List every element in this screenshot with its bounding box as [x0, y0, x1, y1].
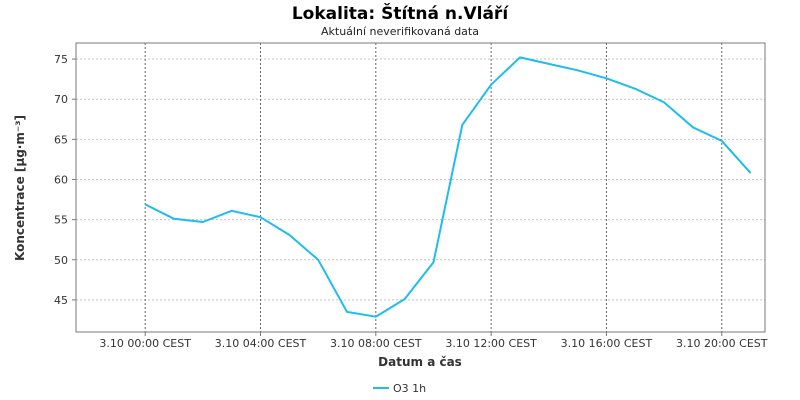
- y-tick-label: 45: [54, 294, 68, 307]
- x-axis-title: Datum a čas: [378, 355, 462, 369]
- x-axis-ticks: 3.10 00:00 CEST 3.10 04:00 CEST 3.10 08:00…: [99, 332, 768, 350]
- legend[interactable]: O3 1h: [373, 382, 426, 395]
- y-axis-title: Koncentrace [µg·m⁻³]: [13, 115, 27, 261]
- x-tick-label: 3.10 12:00 CEST: [445, 337, 537, 350]
- series-layer: [144, 56, 752, 318]
- chart-subtitle: Aktuální neverifikovaná data: [321, 25, 479, 38]
- x-tick-label: 3.10 08:00 CEST: [330, 337, 422, 350]
- chart-title: Lokalita: Štítná n.Vláří: [292, 2, 509, 24]
- y-tick-label: 70: [54, 93, 68, 106]
- grid: [76, 43, 765, 332]
- y-axis-ticks: 45 50 55 60 65 70 75: [54, 53, 76, 307]
- y-tick-label: 60: [54, 173, 68, 186]
- y-tick-label: 50: [54, 254, 68, 267]
- series-line-o3-1h: [144, 56, 752, 318]
- legend-label-o3-1h: O3 1h: [393, 382, 426, 395]
- y-tick-label: 55: [54, 214, 68, 227]
- x-tick-label: 3.10 00:00 CEST: [99, 337, 191, 350]
- y-tick-label: 65: [54, 133, 68, 146]
- y-tick-label: 75: [54, 53, 68, 66]
- x-tick-label: 3.10 20:00 CEST: [676, 337, 768, 350]
- plot-area-frame: [75, 42, 766, 333]
- x-tick-label: 3.10 04:00 CEST: [215, 337, 307, 350]
- x-tick-label: 3.10 16:00 CEST: [561, 337, 653, 350]
